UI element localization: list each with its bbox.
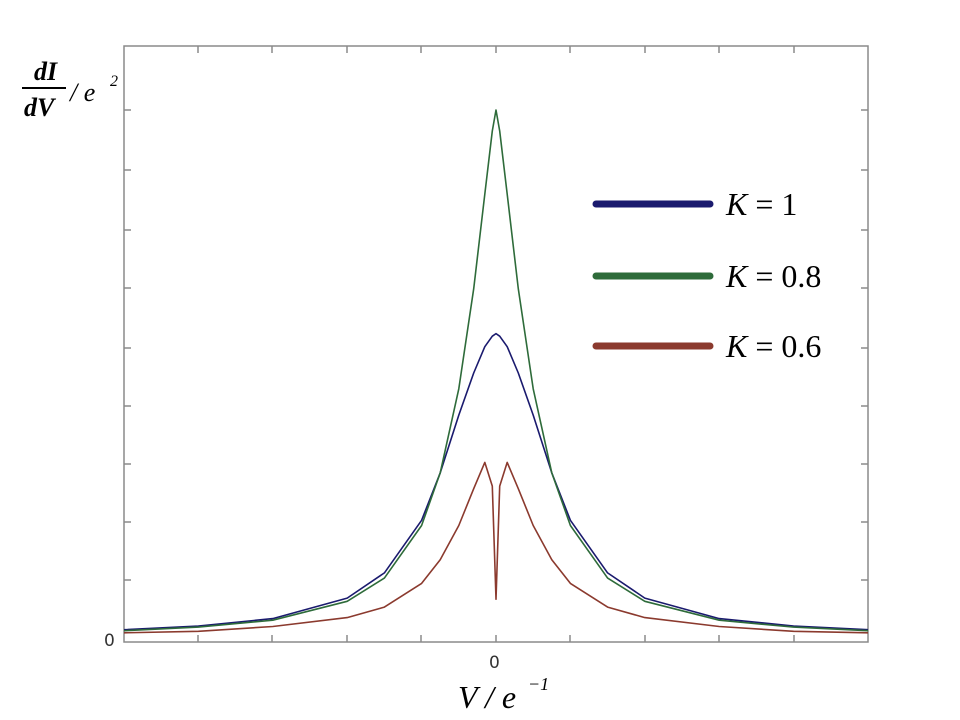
series-line-2 bbox=[123, 109, 869, 632]
series-layer bbox=[123, 109, 869, 634]
y-label-exponent: 2 bbox=[110, 73, 118, 90]
x-label-exponent: −1 bbox=[528, 674, 549, 694]
legend: K = 1 K = 0.8 K = 0.6 bbox=[592, 186, 821, 364]
y-label-denominator: dV bbox=[24, 93, 57, 122]
x-label-base: V / e bbox=[458, 679, 516, 715]
legend-label-1: K = 1 bbox=[725, 186, 797, 222]
legend-label-3: K = 0.6 bbox=[725, 328, 821, 364]
y-axis-label: dI dV / e 2 bbox=[22, 57, 118, 122]
y-label-numerator: dI bbox=[34, 57, 58, 86]
y-tick-label-zero: 0 bbox=[104, 631, 115, 651]
legend-label-2: K = 0.8 bbox=[725, 258, 821, 294]
series-line-1 bbox=[123, 332, 869, 631]
y-label-suffix: / e bbox=[68, 78, 95, 107]
axis-ticks bbox=[124, 46, 868, 642]
x-tick-label-zero: 0 bbox=[489, 653, 500, 673]
series-line-3 bbox=[123, 461, 869, 634]
x-axis-label: V / e −1 bbox=[458, 674, 549, 715]
